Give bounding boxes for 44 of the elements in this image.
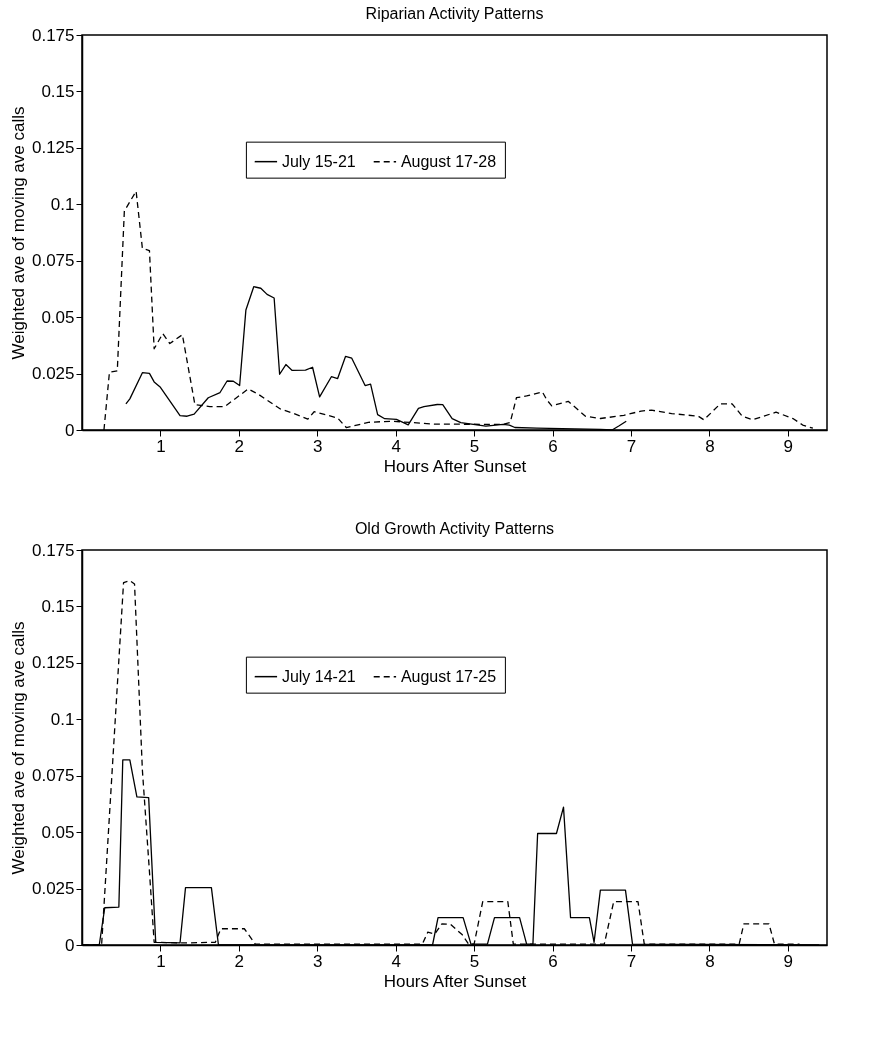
y-tick-label: 0.05 <box>41 822 75 842</box>
x-tick-label: 6 <box>548 436 558 456</box>
x-tick-label: 7 <box>626 436 637 456</box>
y-axis-title: Weighted ave of moving ave calls <box>8 106 28 360</box>
x-tick-label: 6 <box>548 951 558 971</box>
y-tick-label: 0.15 <box>41 81 75 101</box>
legend-label: July 15-21 <box>281 152 356 170</box>
x-tick-label: 5 <box>469 951 480 971</box>
y-tick-label: 0 <box>65 420 75 440</box>
y-tick-label: 0.075 <box>31 766 75 786</box>
y-tick-label: 0.1 <box>50 709 75 729</box>
x-tick-label: 4 <box>391 436 401 456</box>
y-tick-label: 0.075 <box>31 251 75 271</box>
x-tick-label: 2 <box>234 436 245 456</box>
x-tick-label: 5 <box>469 436 480 456</box>
y-tick-label: 0.1 <box>50 194 75 214</box>
y-tick-label: 0.125 <box>31 138 75 158</box>
x-tick-label: 9 <box>783 436 794 456</box>
chart-title: Riparian Activity Patterns <box>365 5 544 22</box>
y-tick-label: 0.125 <box>31 653 75 673</box>
x-tick-label: 3 <box>313 436 323 456</box>
x-axis-title: Hours After Sunset <box>383 456 527 476</box>
x-tick-label: 1 <box>156 436 166 456</box>
y-tick-label: 0.15 <box>41 596 75 616</box>
y-tick-label: 0.05 <box>41 307 75 327</box>
y-tick-label: 0.175 <box>31 540 75 560</box>
x-tick-label: 3 <box>313 951 323 971</box>
legend-label: August 17-25 <box>400 667 497 685</box>
x-tick-label: 8 <box>705 436 715 456</box>
x-axis-title: Hours After Sunset <box>383 971 527 991</box>
y-tick-label: 0 <box>65 935 75 955</box>
y-tick-label: 0.175 <box>31 25 75 45</box>
y-tick-label: 0.025 <box>31 879 75 899</box>
x-tick-label: 4 <box>391 951 401 971</box>
y-tick-label: 0.025 <box>31 364 75 384</box>
x-tick-label: 7 <box>626 951 637 971</box>
chart-title: Old Growth Activity Patterns <box>354 520 555 537</box>
x-tick-label: 2 <box>234 951 245 971</box>
x-tick-label: 1 <box>156 951 166 971</box>
legend-label: July 14-21 <box>281 667 356 685</box>
legend-label: August 17-28 <box>400 152 497 170</box>
y-axis-title: Weighted ave of moving ave calls <box>8 621 28 875</box>
x-tick-label: 8 <box>705 951 715 971</box>
x-tick-label: 9 <box>783 951 794 971</box>
